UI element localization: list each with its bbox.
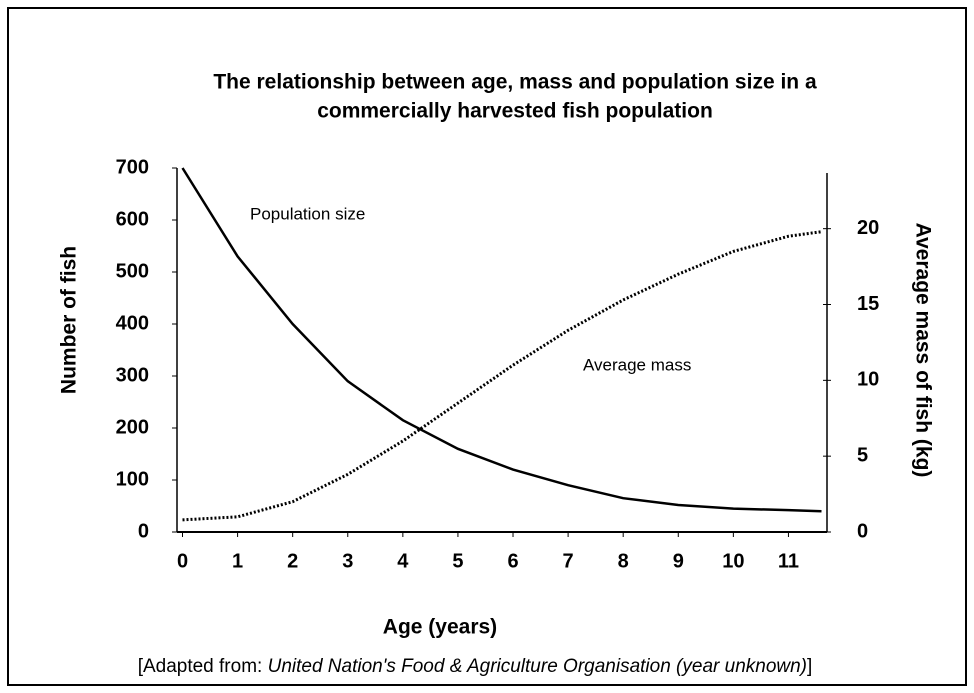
- y-tick-label: 100: [116, 468, 149, 490]
- x-tick-label: 4: [397, 550, 409, 572]
- x-tick-label: 5: [452, 550, 463, 572]
- frame: [7, 7, 967, 686]
- y2-tick-label: 0: [857, 520, 868, 542]
- y-tick-label: 700: [116, 156, 149, 178]
- x-tick-label: 0: [177, 550, 188, 572]
- source-part: United Nation's Food & Agriculture Organ…: [268, 656, 807, 677]
- x-tick-label: 9: [673, 550, 684, 572]
- y2-tick-label: 5: [857, 444, 868, 466]
- y2-axis-title: Average mass of fish (kg): [911, 223, 934, 478]
- x-tick-label: 8: [618, 550, 629, 572]
- chart-title: The relationship between age, mass and p…: [213, 71, 817, 94]
- x-tick-label: 7: [563, 550, 574, 572]
- x-tick-label: 3: [342, 550, 353, 572]
- series-label: Average mass: [583, 355, 691, 374]
- series-line: [182, 230, 822, 522]
- y-tick-label: 600: [116, 208, 149, 230]
- y-tick-label: 300: [116, 364, 149, 386]
- x-tick-label: 1: [232, 550, 243, 572]
- source-part: [Adapted from:: [138, 656, 268, 677]
- series-line: [181, 167, 822, 513]
- source-part: ]: [807, 656, 812, 677]
- chart-title: commercially harvested fish population: [317, 100, 713, 123]
- x-tick-label: 10: [722, 550, 744, 572]
- y-tick-label: 400: [116, 312, 149, 334]
- y2-tick-label: 10: [857, 369, 879, 391]
- y2-tick-label: 15: [857, 293, 879, 315]
- x-tick-label: 2: [287, 550, 298, 572]
- x-axis-title: Age (years): [383, 616, 497, 639]
- y-tick-label: 0: [138, 520, 149, 542]
- y-tick-label: 500: [116, 260, 149, 282]
- x-tick-label: 11: [778, 550, 799, 572]
- y-tick-label: 200: [116, 416, 149, 438]
- y-axis-title: Number of fish: [58, 246, 81, 394]
- series-label: Population size: [250, 204, 365, 223]
- source: [Adapted from: United Nation's Food & Ag…: [138, 656, 813, 677]
- x-tick-label: 6: [507, 550, 518, 572]
- y2-tick-label: 20: [857, 217, 879, 239]
